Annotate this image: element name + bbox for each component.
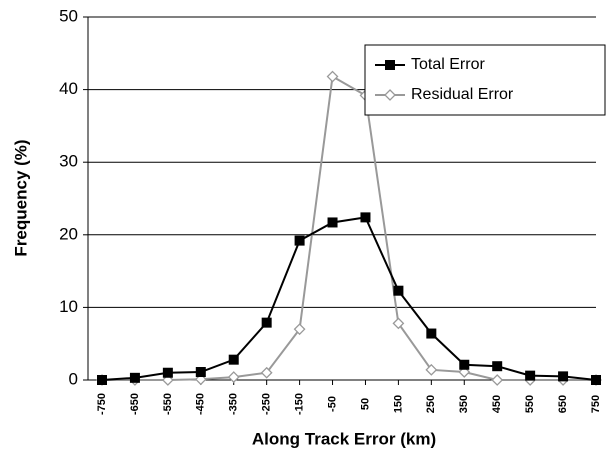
x-tick-label: -450 bbox=[195, 393, 207, 415]
x-tick-label: 150 bbox=[392, 395, 404, 413]
x-axis-label: Along Track Error (km) bbox=[252, 429, 436, 448]
point bbox=[293, 323, 306, 336]
point bbox=[227, 371, 240, 384]
point bbox=[327, 217, 338, 228]
point bbox=[459, 359, 470, 370]
y-tick-label: 30 bbox=[59, 152, 78, 171]
x-tick-label: 350 bbox=[458, 395, 470, 413]
y-tick-label: 0 bbox=[69, 369, 78, 388]
point bbox=[426, 328, 437, 339]
x-tick-label: -250 bbox=[261, 393, 273, 415]
point bbox=[260, 366, 273, 379]
x-tick-label: 450 bbox=[491, 395, 503, 413]
x-tick-label: 650 bbox=[557, 395, 569, 413]
series-line bbox=[102, 74, 596, 381]
point bbox=[591, 375, 601, 385]
point bbox=[195, 367, 206, 378]
point bbox=[492, 361, 503, 372]
point bbox=[392, 317, 405, 330]
legend-marker bbox=[385, 60, 395, 70]
x-tick-label: -750 bbox=[96, 393, 108, 415]
x-tick-label: -550 bbox=[162, 393, 174, 415]
series-line bbox=[101, 216, 597, 381]
x-tick-label: -50 bbox=[326, 396, 338, 412]
x-tick-label: -350 bbox=[228, 393, 240, 415]
legend-box bbox=[364, 44, 606, 116]
y-tick-label: 50 bbox=[59, 6, 78, 25]
x-tick-label: 50 bbox=[359, 398, 371, 410]
x-tick-label: 550 bbox=[524, 395, 536, 413]
point bbox=[261, 317, 272, 328]
point bbox=[326, 70, 339, 83]
legend-label: Residual Error bbox=[411, 86, 514, 103]
legend-marker bbox=[384, 89, 396, 101]
point bbox=[129, 372, 140, 383]
legend-label: Total Error bbox=[411, 56, 485, 73]
point bbox=[360, 212, 371, 223]
point bbox=[228, 354, 239, 365]
point bbox=[491, 374, 504, 386]
y-tick-label: 40 bbox=[59, 79, 78, 98]
y-axis-label: Frequency (%) bbox=[11, 139, 30, 256]
point bbox=[97, 375, 107, 385]
point bbox=[525, 370, 536, 381]
x-tick-label: -150 bbox=[294, 393, 306, 415]
x-tick-label: -650 bbox=[129, 393, 141, 415]
point bbox=[162, 367, 173, 378]
x-tick-label: 750 bbox=[590, 395, 602, 413]
point bbox=[294, 235, 305, 246]
x-tick-label: 250 bbox=[425, 395, 437, 413]
y-tick-label: 10 bbox=[59, 297, 78, 316]
y-tick-label: 20 bbox=[59, 224, 78, 243]
point bbox=[393, 285, 404, 296]
point bbox=[558, 371, 569, 382]
point bbox=[425, 363, 438, 376]
